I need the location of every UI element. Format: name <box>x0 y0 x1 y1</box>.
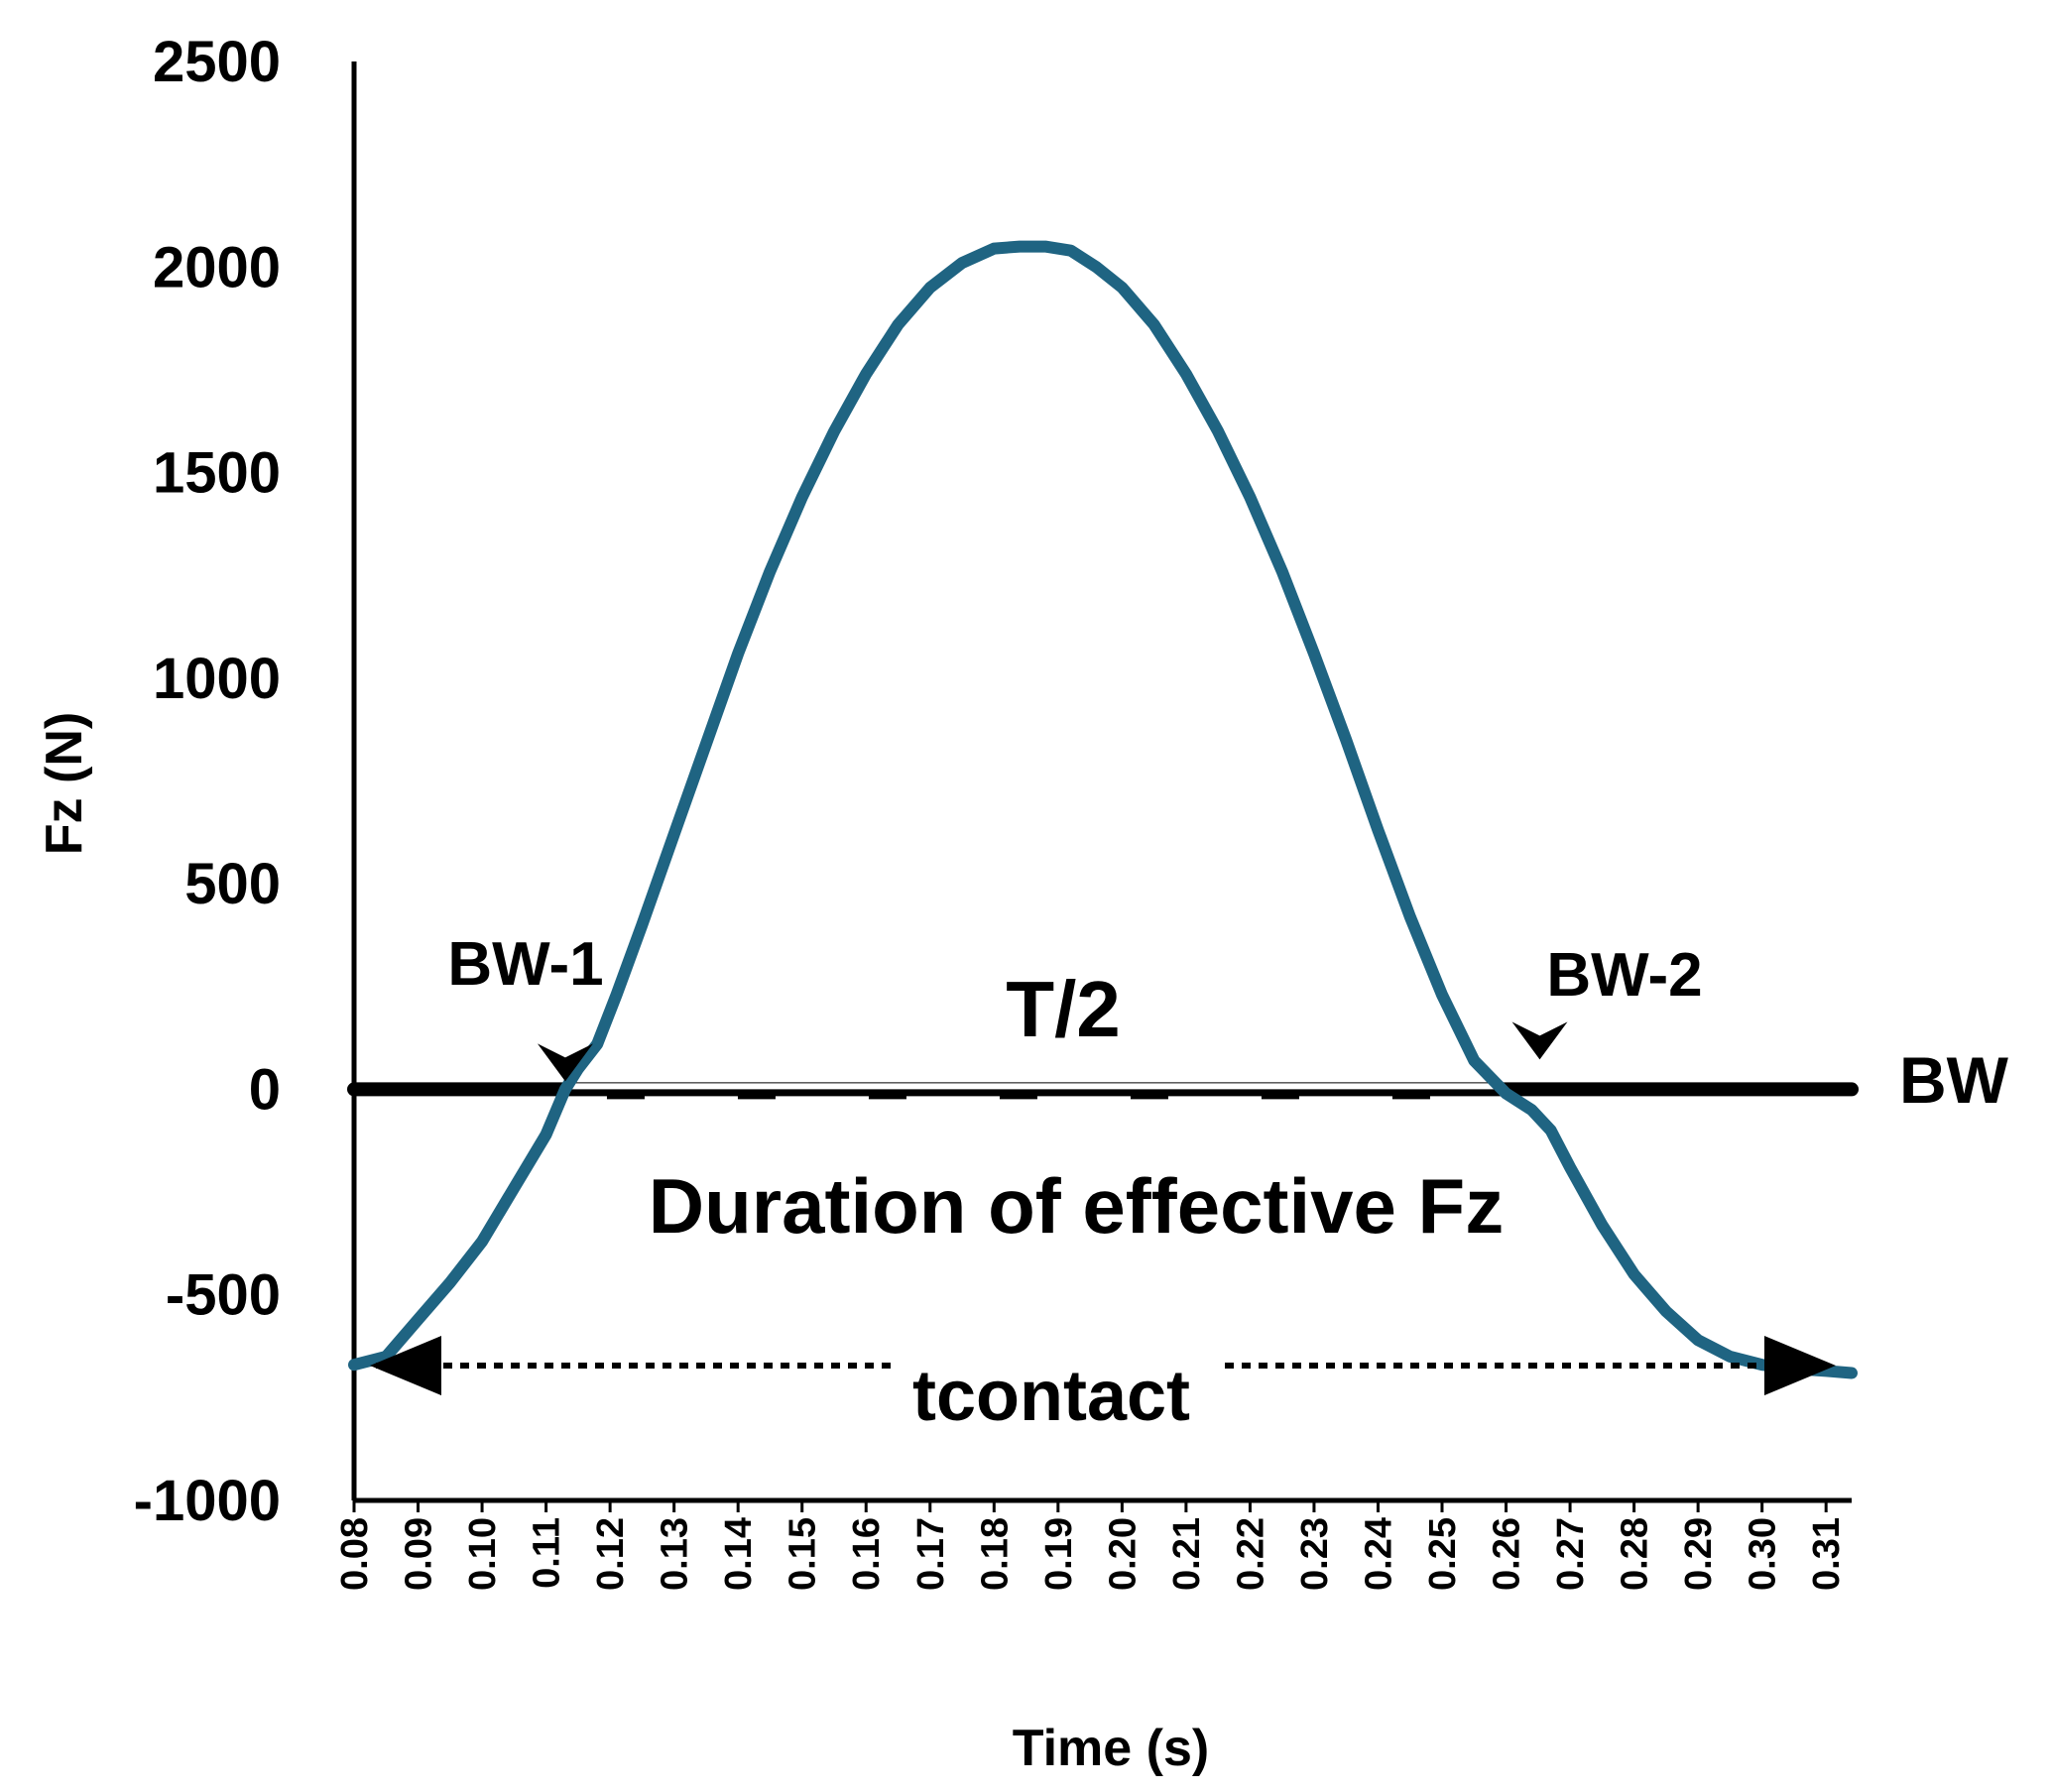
x-tick-label: 0.09 <box>399 1517 440 1591</box>
x-tick-label: 0.23 <box>1294 1517 1336 1591</box>
x-tick-label: 0.14 <box>718 1517 760 1591</box>
x-tick-label: 0.10 <box>462 1517 504 1591</box>
x-tick-label: 0.20 <box>1102 1517 1144 1591</box>
y-tick-label: -500 <box>166 1263 281 1328</box>
y-tick-label: 500 <box>184 852 281 916</box>
x-tick-label: 0.25 <box>1422 1517 1464 1591</box>
x-tick-label: 0.27 <box>1550 1517 1592 1591</box>
y-axis-tick-labels: 2500 2000 1500 1000 500 0 -500 -1000 <box>134 30 281 1533</box>
x-tick-label: 0.16 <box>846 1517 888 1591</box>
y-tick-label: 2000 <box>153 235 281 299</box>
y-tick-label: 1500 <box>153 441 281 506</box>
bw1-label: BW-1 <box>447 930 603 999</box>
x-tick-label: 0.31 <box>1806 1517 1848 1591</box>
x-tick-label: 0.12 <box>590 1517 632 1591</box>
bw2-pointer-icon <box>1511 1021 1568 1060</box>
x-tick-label: 0.11 <box>527 1517 568 1589</box>
bw2-label: BW-2 <box>1546 941 1702 1010</box>
x-tick-label: 0.30 <box>1743 1517 1784 1591</box>
x-tick-label: 0.21 <box>1166 1517 1208 1591</box>
x-tick-label: 0.13 <box>655 1517 696 1591</box>
x-axis-tick-marks <box>352 1500 1828 1512</box>
x-tick-label: 0.22 <box>1230 1517 1271 1591</box>
tcontact-label: tcontact <box>912 1357 1190 1436</box>
y-tick-label: 0 <box>249 1057 281 1122</box>
bw1-pointer-icon <box>537 1043 593 1082</box>
bw-line-label: BW <box>1899 1043 2009 1117</box>
x-tick-label: 0.28 <box>1615 1517 1656 1591</box>
x-axis-tick-labels: 0.08 0.09 0.10 0.11 0.12 0.13 0.14 0.15 0.16 0.17… <box>334 1517 1848 1591</box>
x-tick-label: 0.19 <box>1038 1517 1080 1591</box>
x-tick-label: 0.24 <box>1358 1517 1399 1591</box>
x-tick-label: 0.17 <box>910 1517 952 1591</box>
y-tick-label: 1000 <box>153 647 281 711</box>
x-axis-title: Time (s) <box>1013 1720 1209 1777</box>
x-tick-label: 0.15 <box>783 1517 824 1591</box>
half-period-label: T/2 <box>1006 965 1121 1053</box>
x-tick-label: 0.08 <box>334 1517 376 1591</box>
y-tick-label: -1000 <box>134 1469 281 1533</box>
x-tick-label: 0.29 <box>1678 1517 1720 1591</box>
x-tick-label: 0.26 <box>1487 1517 1528 1591</box>
y-axis-title: Fz (N) <box>36 712 93 855</box>
y-tick-label: 2500 <box>153 30 281 94</box>
fz-series-line <box>348 240 1858 1379</box>
effective-duration-label: Duration of effective Fz <box>649 1162 1504 1250</box>
x-tick-label: 0.18 <box>974 1517 1016 1591</box>
